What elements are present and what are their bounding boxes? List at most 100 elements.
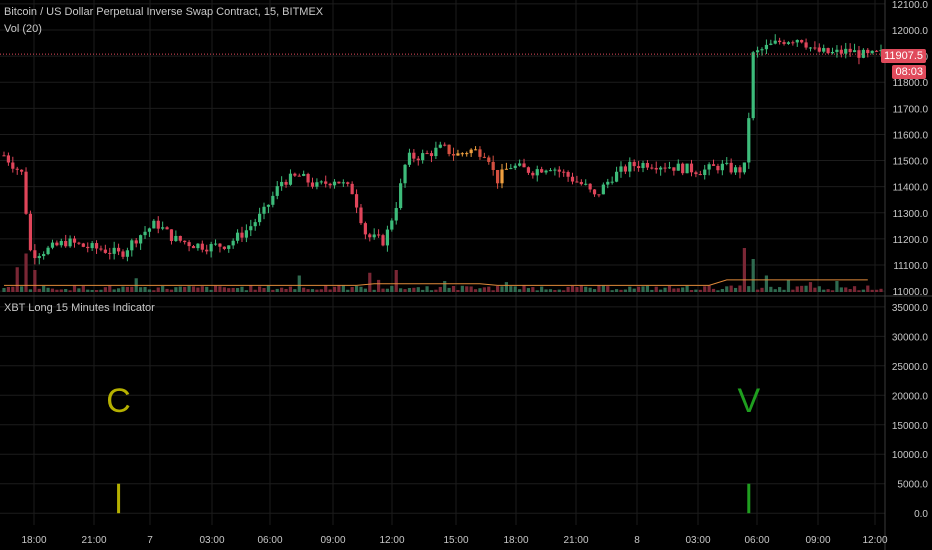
candle-body [866,49,870,54]
volume-bar [738,285,742,292]
candle-body [376,234,381,236]
candle-body [641,162,645,169]
candle-body [764,44,769,50]
candle-body [306,173,310,183]
volume-bar [253,289,257,292]
volume-bar [183,286,187,292]
candle-body [451,154,456,156]
candle-body [870,50,874,54]
time-tick-label: 15:00 [443,535,468,546]
volume-bar [116,288,121,292]
candle-body [425,153,429,155]
volume-bar [509,286,513,292]
volume-bar [271,289,275,292]
candle-body [663,167,667,169]
indicator-axis[interactable]: 0.0 5000.0 10000.0 15000.0 20000.0 25000.0 300… [892,303,929,520]
volume-bar [870,289,874,292]
volume-bar [209,289,213,292]
candle-body [354,194,359,208]
volume-bar [645,285,650,292]
volume-bar [764,275,769,292]
candle-body [64,240,68,247]
candle-body [434,147,438,157]
volume-bar [169,289,174,292]
price-axis[interactable]: 11000.0 11100.0 11200.0 11300.0 11400.0 11500… [892,0,929,298]
candle-body [606,181,610,185]
candle-body [826,48,830,54]
candle-body [341,182,345,184]
volume-bar [588,287,592,292]
candle-body [293,173,297,176]
candle-body [557,169,561,172]
volume-bar [240,286,244,292]
candle-body [28,213,33,251]
volume-bar [59,289,63,292]
candle-body [271,195,275,205]
volume-bar [130,286,134,292]
volume-bars [2,248,883,292]
signal-bar [747,483,751,514]
volume-bar [839,287,843,292]
candle-body [191,246,196,249]
candle-body [310,182,315,187]
volume-bar [725,286,729,292]
candle-body [667,167,672,169]
volume-bar [28,289,33,292]
volume-bar [231,287,235,292]
candle-body [795,39,799,43]
time-tick-label: 06:00 [257,535,282,546]
volume-bar [68,290,72,292]
price-tick-label: 11500.0 [893,157,929,168]
candle-body [59,240,63,246]
volume-bar [218,286,222,292]
candle-body [544,170,548,173]
candle-body [535,169,539,176]
candle-body [592,189,597,195]
candle-body [729,162,733,173]
volume-bar [324,285,328,292]
volume-bar [139,287,143,292]
candle-body [553,169,557,171]
price-tick-label: 11200.0 [893,235,929,246]
volume-bar [42,285,46,292]
volume-bar [359,286,363,292]
volume-bar [125,286,129,292]
price-tick-label: 11600.0 [893,130,929,141]
volume-label: Vol (20) [4,23,42,35]
candle-body [275,186,279,196]
candle-body [227,245,231,249]
candle-body [178,235,182,241]
volume-bar [778,287,782,292]
candle-body [103,249,107,253]
volume-bar [385,288,390,292]
candle-body [262,206,266,214]
volume-bar [879,288,883,292]
candle-body [531,172,535,176]
candle-body [134,240,138,244]
candle-body [99,248,103,250]
signal-letter: C [106,382,131,420]
candle-body [443,144,447,146]
volume-bar [266,285,271,292]
candle-body [165,227,169,230]
candle-body [495,169,500,184]
volume-bar [249,285,253,292]
volume-bar [584,286,588,292]
volume-bar [504,282,509,292]
time-axis[interactable]: 18:00 21:00 7 03:00 06:00 09:00 12:00 15:00 18:0… [21,535,887,546]
volume-bar [619,289,623,292]
candle-body [429,153,434,157]
candle-body [174,235,178,241]
volume-bar [403,289,407,292]
candle-body [213,243,218,245]
volume-bar [81,286,85,292]
candle-body [491,161,495,170]
candle-body [720,163,724,171]
price-tick-label: 11100.0 [893,261,928,272]
volume-bar [830,290,835,292]
candle-body [725,162,729,164]
candle-body [196,243,200,249]
volume-bar [200,286,204,292]
